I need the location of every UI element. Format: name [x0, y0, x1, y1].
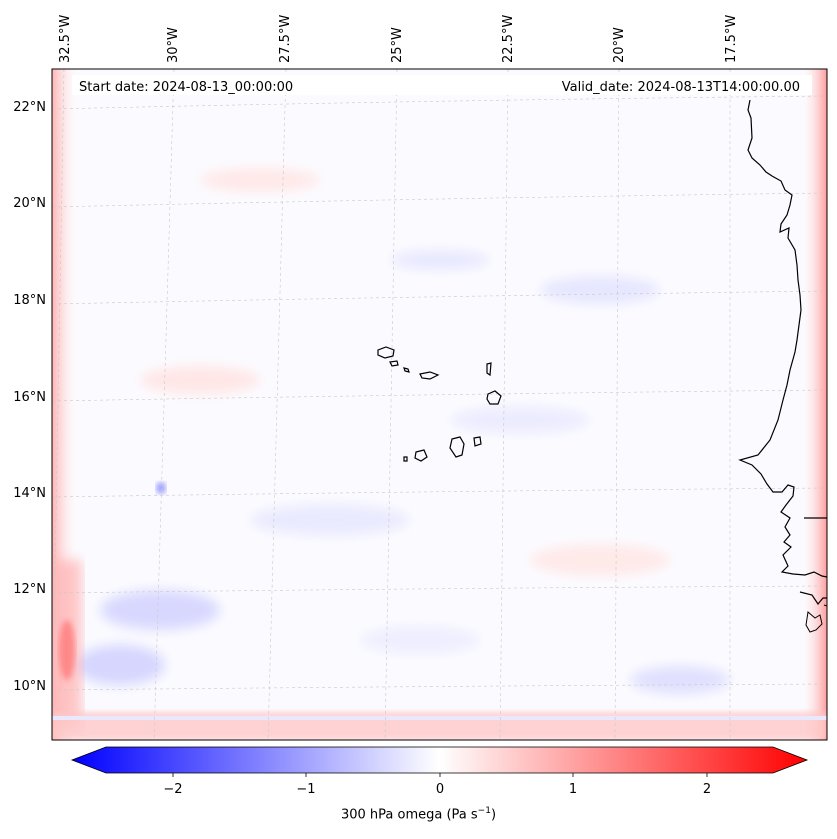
start-date-label: Start date: 2024-08-13_00:00:00: [79, 80, 293, 95]
lon-label: 25°W: [390, 27, 405, 63]
omega-field: [52, 69, 827, 740]
lon-label: 27.5°W: [278, 15, 293, 63]
longitude-labels: 32.5°W 30°W 27.5°W 25°W 22.5°W 20°W 17.5…: [58, 15, 739, 63]
lon-label: 30°W: [166, 27, 181, 63]
map-frame: [51, 68, 828, 741]
lat-label: 12°N: [13, 582, 46, 597]
lat-label: 18°N: [13, 293, 46, 308]
colorbar-body: [70, 746, 809, 774]
lon-label: 22.5°W: [501, 15, 516, 63]
lon-label: 32.5°W: [58, 15, 73, 63]
colorbar-tick: 1: [569, 782, 577, 797]
valid-date-label: Valid_date: 2024-08-13T14:00:00.00: [562, 80, 800, 95]
colorbar-title-exponent: −1: [477, 806, 491, 816]
lat-label: 20°N: [13, 196, 46, 211]
lon-label: 20°W: [612, 27, 627, 63]
lat-label: 10°N: [13, 679, 46, 694]
lat-label: 16°N: [13, 390, 46, 405]
colorbar-title-close: ): [490, 807, 497, 823]
graticule: [52, 69, 827, 740]
colorbar-tick: 2: [703, 782, 711, 797]
lat-label: 22°N: [13, 100, 46, 115]
colorbar-title-main: 300 hPa omega (Pa s: [340, 807, 478, 823]
colorbar: −2 −1 0 1 2: [70, 746, 809, 797]
lon-label: 17.5°W: [724, 15, 739, 63]
cape-verde-islands: [377, 346, 502, 462]
latitude-labels: 22°N 20°N 18°N 16°N 14°N 12°N 10°N: [13, 100, 46, 694]
colorbar-tick: −1: [296, 782, 315, 797]
colorbar-tick: −2: [163, 782, 182, 797]
africa-coastline: [738, 99, 827, 578]
colorbar-tick: 0: [436, 782, 444, 797]
colorbar-title: 300 hPa omega (Pa s−1): [0, 806, 837, 822]
lat-label: 14°N: [13, 486, 46, 501]
